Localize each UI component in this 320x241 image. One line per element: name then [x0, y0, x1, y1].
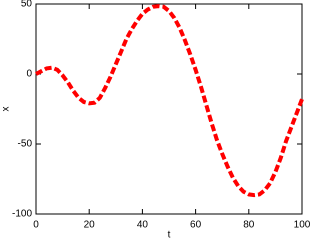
x-tick-label: 80	[243, 220, 255, 231]
y-tick-label: -50	[18, 139, 33, 150]
x-tick-label: 60	[190, 220, 202, 231]
x-tick-label: 100	[294, 220, 311, 231]
x-tick-label: 40	[137, 220, 149, 231]
y-tick-label: 50	[21, 0, 33, 10]
x-tick-label: 20	[84, 220, 96, 231]
data-line	[35, 4, 304, 198]
y-tick-label: 0	[26, 69, 32, 80]
y-axis-label: x	[1, 107, 12, 112]
x-axis-label: t	[168, 230, 171, 241]
chart: t x -100 -50 0 50 0 20 40 60 80 100	[1, 0, 311, 241]
plot-frame	[35, 3, 303, 215]
x-tick-label: 0	[33, 220, 39, 231]
y-tick-label: -100	[12, 209, 32, 220]
